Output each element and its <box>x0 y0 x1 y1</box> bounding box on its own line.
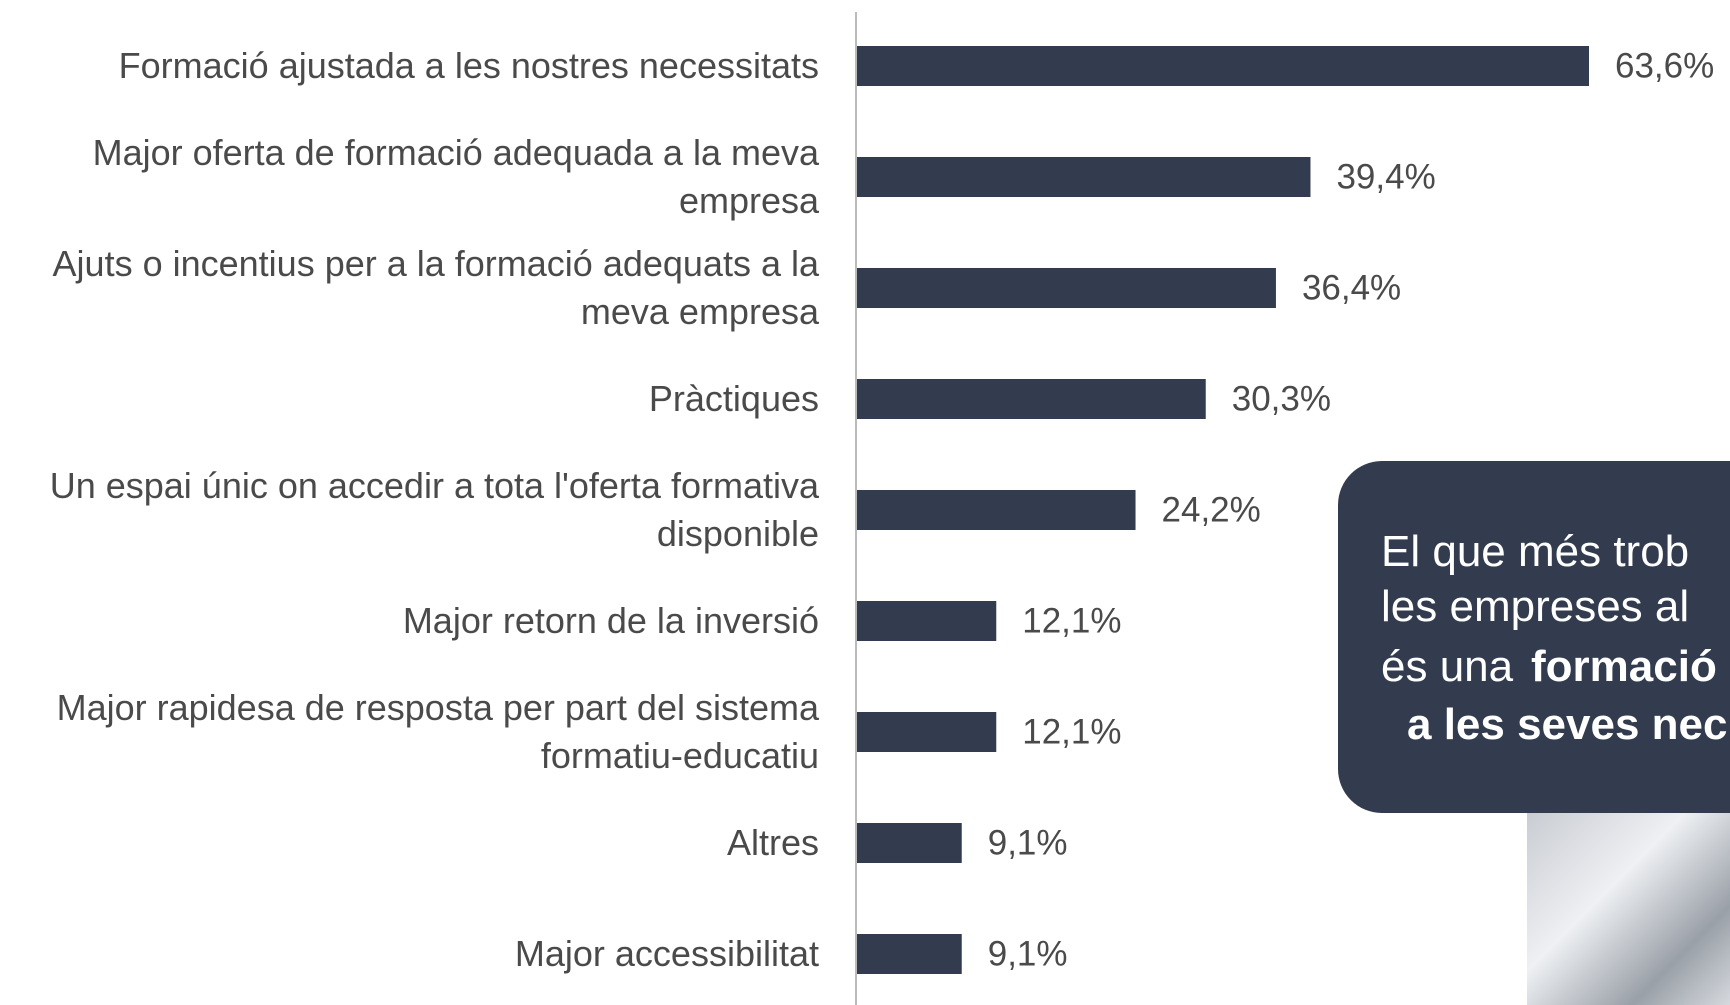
callout-text: les empreses al <box>1381 582 1690 631</box>
callout-text-bold: formació <box>1531 642 1717 691</box>
value-label: 12,1% <box>1022 712 1121 751</box>
category-label: Major retorn de la inversió <box>402 600 819 641</box>
callout-text-bold: a les seves nec <box>1407 700 1728 749</box>
category-label: Formació ajustada a les nostres necessit… <box>118 45 819 86</box>
bar <box>857 157 1311 197</box>
bar <box>857 46 1589 86</box>
value-label: 30,3% <box>1232 379 1331 418</box>
bar <box>857 490 1136 530</box>
value-label: 24,2% <box>1162 490 1261 529</box>
callout-text: és una <box>1381 642 1514 691</box>
category-label: Pràctiques <box>648 378 819 419</box>
bar <box>857 379 1206 419</box>
value-label: 36,4% <box>1302 268 1401 307</box>
bar <box>857 934 962 974</box>
bar <box>857 823 962 863</box>
bar <box>857 712 997 752</box>
bar <box>857 601 997 641</box>
bar <box>857 268 1276 308</box>
category-label: Major accessibilitat <box>514 933 819 974</box>
category-label: Ajuts o incentius per a la formació adeq… <box>52 243 819 332</box>
callout-text: El que més trob <box>1381 527 1690 576</box>
value-label: 9,1% <box>988 823 1068 862</box>
category-label: Un espai únic on accedir a tota l'oferta… <box>49 465 819 554</box>
callout: El que més trob les empreses al és una f… <box>1338 461 1730 813</box>
value-label: 12,1% <box>1022 601 1121 640</box>
category-label: Major rapidesa de resposta per part del … <box>56 687 819 776</box>
value-label: 39,4% <box>1336 157 1435 196</box>
category-label: Altres <box>726 822 819 863</box>
value-label: 9,1% <box>988 934 1068 973</box>
category-label: Major oferta de formació adequada a la m… <box>92 132 819 221</box>
value-label: 63,6% <box>1615 46 1714 85</box>
photo <box>1527 813 1730 1005</box>
